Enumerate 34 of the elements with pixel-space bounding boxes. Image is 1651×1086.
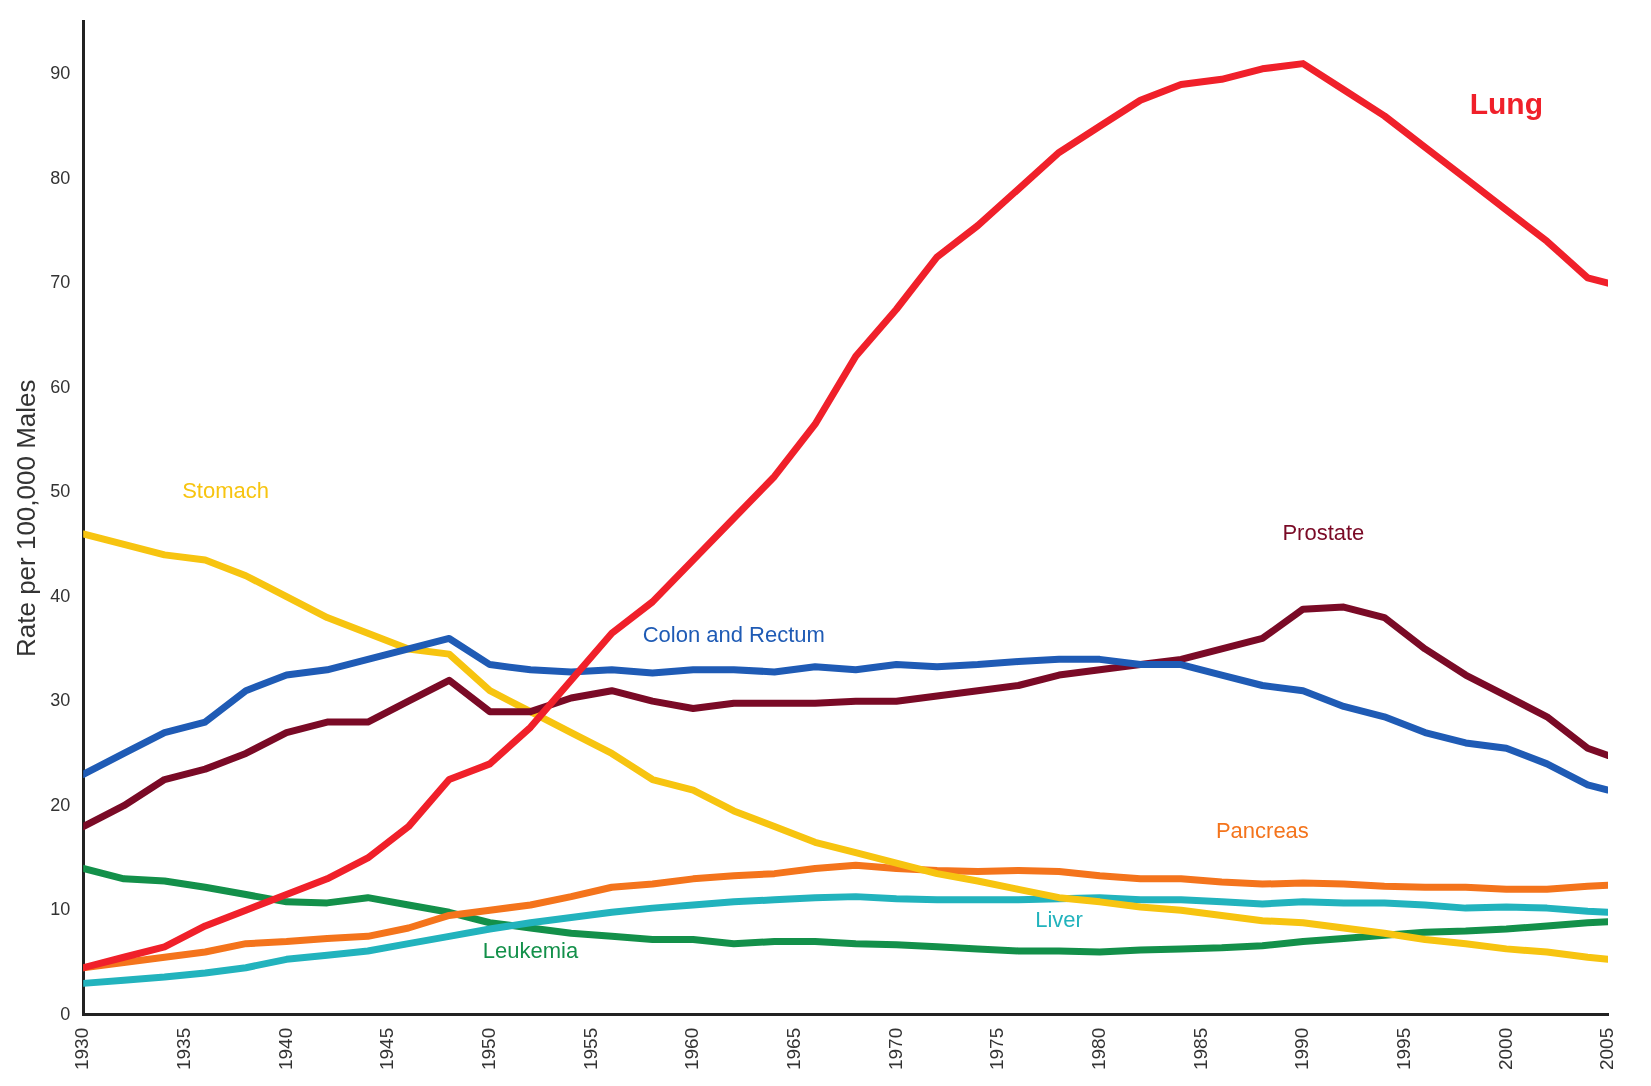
y-tick-label: 10	[50, 899, 71, 920]
y-tick-label: 50	[50, 481, 71, 502]
x-tick-label: 1980	[1087, 1027, 1109, 1071]
y-tick-label: 40	[50, 585, 71, 606]
series-label: Leukemia	[482, 938, 579, 964]
x-tick-label: 1930	[71, 1027, 93, 1071]
x-tick-label: 1935	[173, 1027, 195, 1071]
x-tick-label: 1970	[884, 1027, 906, 1071]
text: Stomach	[182, 478, 269, 504]
y-tick-label: 20	[50, 794, 71, 815]
y-tick-label: 70	[50, 272, 71, 293]
x-tick-label: 1985	[1189, 1027, 1211, 1071]
x-tick-label: 2005	[1596, 1027, 1618, 1071]
x-tick-label: 1950	[478, 1027, 500, 1071]
x-tick-label: 1965	[783, 1027, 805, 1071]
y-tick-label: 30	[50, 690, 71, 711]
y-tick-label: 60	[50, 376, 71, 397]
x-tick-label: 1945	[376, 1027, 398, 1071]
x-tick-label: 1975	[986, 1027, 1008, 1071]
y-tick-label: 0	[60, 1003, 71, 1024]
y-tick-label: 80	[50, 167, 71, 188]
series-label: Lung	[1469, 86, 1543, 120]
x-tick-label: 1955	[579, 1027, 601, 1071]
y-axis-title: Rate per 100,000 Males	[10, 379, 41, 658]
x-tick-label: 2000	[1494, 1027, 1516, 1071]
series-label: Colon and Rectum	[642, 622, 825, 648]
x-tick-label: 1940	[274, 1027, 296, 1071]
series-label: Pancreas	[1215, 817, 1309, 843]
y-tick-label: 90	[50, 63, 71, 84]
series-label: Liver	[1035, 906, 1083, 932]
x-tick-label: 1995	[1392, 1027, 1414, 1071]
text: Prostate	[1282, 520, 1365, 546]
x-tick-label: 1960	[681, 1027, 703, 1071]
x-tick-label: 1990	[1291, 1027, 1313, 1071]
